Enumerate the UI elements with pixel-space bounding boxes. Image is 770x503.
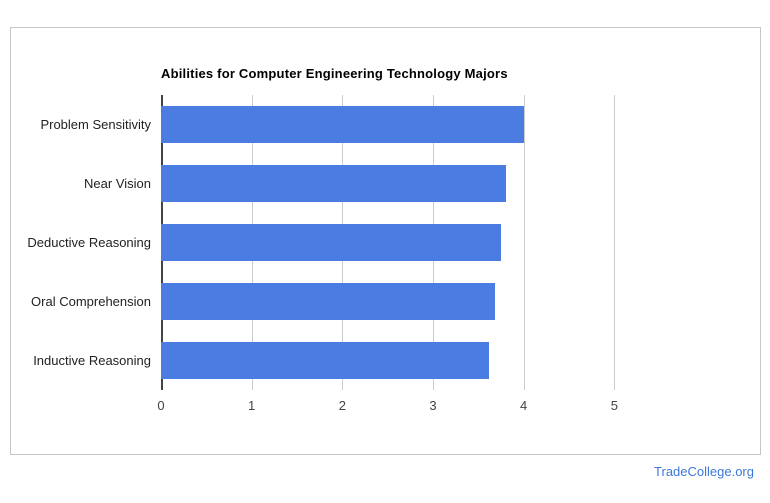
bar-inductive-reasoning[interactable] [161,342,490,379]
bar-near-vision[interactable] [161,165,506,202]
category-label: Deductive Reasoning [27,235,151,250]
x-tick-label: 1 [248,398,256,413]
category-label: Near Vision [84,176,151,191]
chart-title: Abilities for Computer Engineering Techn… [161,66,508,81]
bar-oral-comprehension[interactable] [161,283,495,320]
x-tick-label: 0 [157,398,165,413]
chart-body: Problem Sensitivity Near Vision Deductive … [11,95,760,390]
x-tick-label: 4 [520,398,528,413]
plot-area [161,95,705,390]
bar-problem-sensitivity[interactable] [161,106,524,143]
category-label: Inductive Reasoning [33,353,151,368]
category-label: Problem Sensitivity [40,117,151,132]
bar-row [161,95,705,154]
gridline [523,95,525,390]
footer-link[interactable]: TradeCollege.org [654,464,754,479]
category-labels: Problem Sensitivity Near Vision Deductive … [11,95,151,390]
x-tick-label: 3 [429,398,437,413]
bar-deductive-reasoning[interactable] [161,224,501,261]
gridline [614,95,616,390]
x-tick-label: 2 [338,398,346,413]
bar-row [161,154,705,213]
bar-row [161,272,705,331]
chart-card: Abilities for Computer Engineering Techn… [10,27,761,455]
x-axis-ticks: 0 1 2 3 4 5 [157,390,705,416]
footer: TradeCollege.org [654,464,754,479]
bars-layer [161,95,705,390]
x-tick-label: 5 [610,398,618,413]
bar-row [161,331,705,390]
bar-row [161,213,705,272]
category-label: Oral Comprehension [31,294,151,309]
